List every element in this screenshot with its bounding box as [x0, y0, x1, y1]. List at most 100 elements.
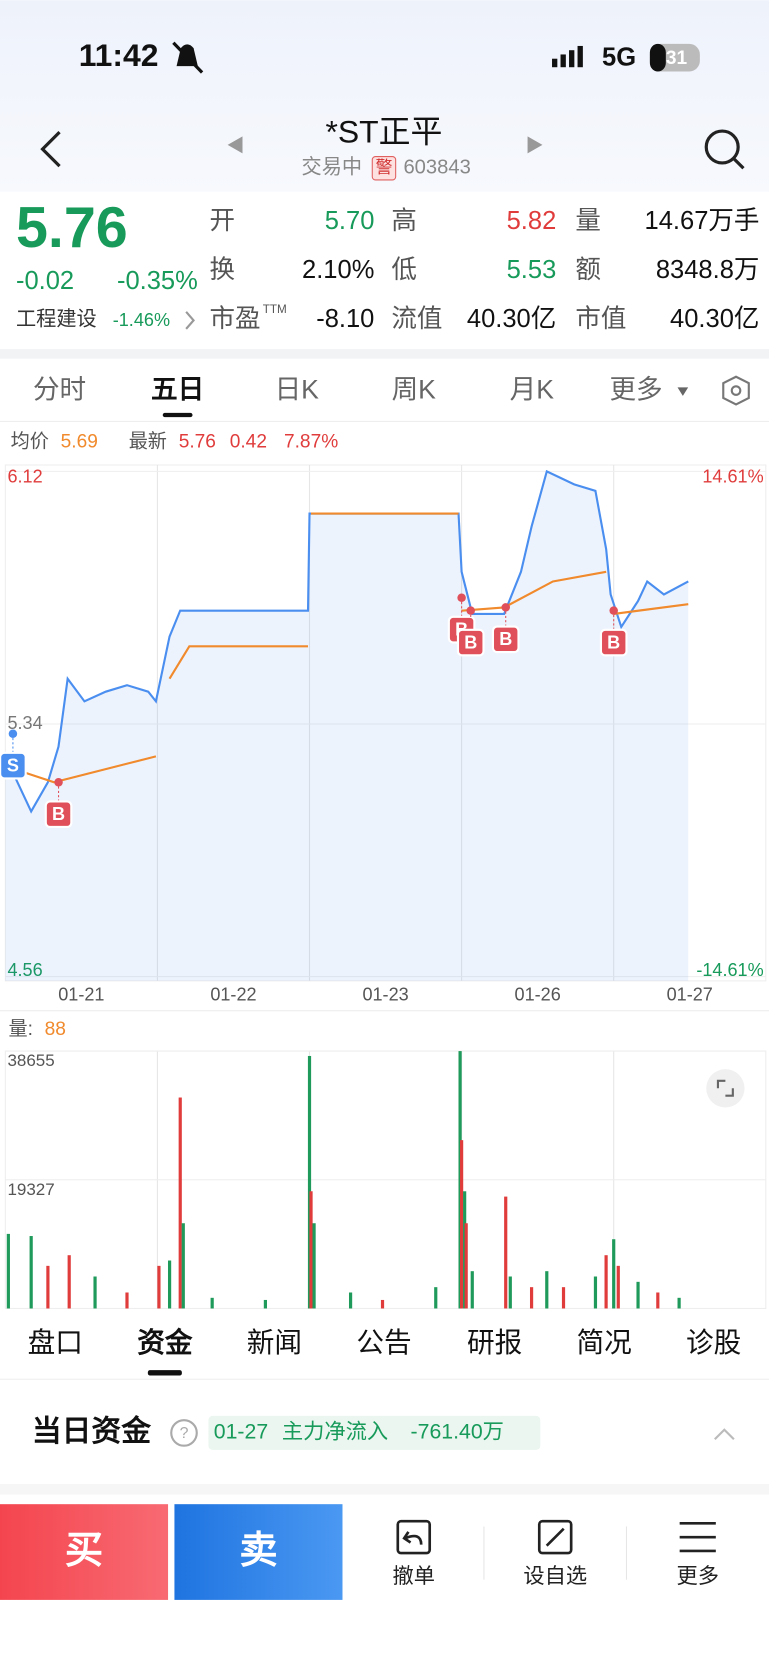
content-tab[interactable]: 公告 — [356, 1327, 411, 1358]
trade-label: B — [607, 632, 620, 652]
fund-bg — [208, 1415, 541, 1450]
tab-underline — [147, 1370, 182, 1376]
stock-state: 交易中 — [302, 156, 363, 179]
volume-bar — [612, 1239, 616, 1309]
trade-label: B — [499, 629, 512, 649]
stock-title: *ST正平 — [325, 114, 442, 150]
volume-bar — [656, 1292, 660, 1309]
sector-change: -1.46% — [113, 310, 170, 330]
trade-box — [491, 625, 520, 654]
sell-button[interactable] — [174, 1504, 343, 1600]
volume-bar — [677, 1297, 681, 1309]
divider — [0, 349, 769, 359]
fund-label: 主力净流入 — [282, 1420, 388, 1444]
sector: 工程建设 — [16, 308, 97, 331]
y2-tick-label: -14.61% — [696, 960, 763, 980]
divider — [0, 1378, 769, 1380]
volume-bar — [464, 1223, 468, 1309]
volume-bar — [545, 1271, 549, 1309]
y-tick-label: 4.56 — [7, 960, 42, 980]
expand-button[interactable] — [706, 1069, 745, 1108]
avg-label: 均价 — [11, 431, 49, 453]
volume-bar — [434, 1287, 438, 1309]
period-tab[interactable]: 更多 — [609, 375, 662, 405]
field-sup: TTM — [263, 303, 287, 316]
next-stock[interactable] — [527, 136, 543, 154]
volume-bar — [636, 1281, 640, 1309]
period-tab[interactable]: 日K — [275, 375, 320, 405]
y-tick-label: 5.34 — [7, 713, 42, 733]
content-tab[interactable]: 简况 — [576, 1327, 631, 1358]
action-button[interactable]: 设自选 — [523, 1564, 587, 1588]
battery-text: 31 — [666, 48, 688, 69]
period-tab[interactable]: 月K — [510, 375, 555, 405]
sell-label: 卖 — [239, 1529, 277, 1572]
trade-box — [44, 800, 73, 829]
field-value: 40.30亿 — [467, 305, 556, 333]
volume-bar — [67, 1255, 71, 1309]
help-icon[interactable] — [170, 1419, 198, 1447]
price-area — [5, 471, 689, 981]
field-value: 5.70 — [325, 207, 375, 235]
period-tab[interactable]: 五日 — [151, 375, 204, 405]
x-tick-label: 01-27 — [667, 985, 713, 1005]
content-tab[interactable]: 研报 — [467, 1327, 522, 1358]
volume-bar — [210, 1297, 214, 1309]
collapse-button[interactable] — [714, 1428, 735, 1441]
avg-line — [4, 512, 689, 784]
trade-label: B — [52, 804, 65, 824]
content-tab[interactable]: 诊股 — [686, 1327, 741, 1358]
sector-arrow[interactable] — [185, 311, 195, 330]
volume-bar — [380, 1299, 385, 1309]
plot-frame — [4, 464, 767, 982]
settings-dot — [730, 385, 742, 396]
x-tick-label: 01-26 — [515, 985, 561, 1005]
content-tab[interactable]: 资金 — [137, 1327, 193, 1358]
volume-bar — [504, 1196, 508, 1309]
action-button[interactable]: 更多 — [676, 1564, 719, 1588]
network: 5G — [602, 43, 636, 71]
back-button[interactable] — [40, 130, 61, 168]
change-pct: -0.35% — [117, 267, 198, 295]
action-button[interactable]: 撤单 — [392, 1564, 435, 1588]
volume-bar — [46, 1265, 50, 1309]
field-label: 换 — [210, 256, 236, 284]
cancel-icon — [396, 1519, 432, 1555]
trade-box — [599, 628, 628, 657]
search-button[interactable] — [704, 129, 745, 170]
latest-value: 5.76 — [179, 432, 216, 453]
help-mark: ? — [180, 1425, 189, 1442]
mute-icon — [172, 41, 204, 74]
y-tick-label: 6.12 — [7, 467, 42, 487]
field-value: 5.53 — [507, 256, 557, 284]
volume-bar — [263, 1299, 268, 1309]
latest-change: 0.42 — [230, 432, 267, 453]
trade-dot — [466, 606, 475, 615]
content-tab[interactable]: 新闻 — [247, 1327, 302, 1358]
period-tab[interactable]: 周K — [392, 375, 437, 405]
field-label: 流值 — [391, 305, 442, 333]
content-tab[interactable]: 盘口 — [28, 1327, 83, 1358]
volume-bar — [561, 1287, 566, 1309]
volume-current: 88 — [45, 1019, 66, 1040]
field-value: 14.67万手 — [645, 207, 760, 235]
field-label: 高 — [391, 207, 417, 235]
trade-label: S — [7, 755, 19, 775]
settings-button[interactable] — [722, 375, 750, 406]
y-tick-label: 38655 — [7, 1051, 54, 1070]
period-tab[interactable]: 分时 — [33, 375, 86, 405]
trade-dot — [609, 606, 618, 615]
volume-bar — [508, 1276, 512, 1309]
field-label: 市值 — [575, 305, 626, 333]
field-value: 8348.8万 — [656, 256, 760, 284]
volume-bar — [167, 1260, 172, 1309]
divider — [0, 1483, 769, 1495]
volume-bar — [348, 1292, 353, 1309]
fund-date: 01-27 — [214, 1420, 268, 1444]
fund-value: -761.40万 — [411, 1420, 504, 1444]
prev-stock[interactable] — [227, 136, 243, 154]
volume-bar — [29, 1236, 33, 1309]
buy-button[interactable] — [0, 1504, 169, 1600]
